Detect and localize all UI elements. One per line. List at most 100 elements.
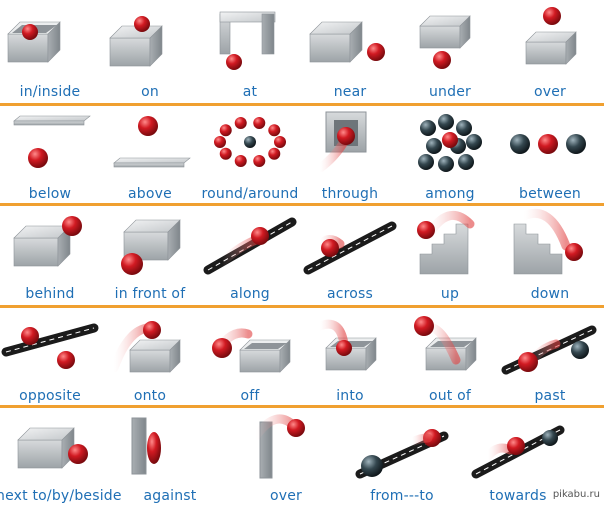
illustration — [355, 429, 449, 479]
preposition-card: behind — [0, 206, 100, 304]
red-ball-icon — [414, 316, 434, 336]
illustration — [303, 221, 397, 275]
preposition-label: round/around — [201, 186, 299, 202]
preposition-card: up — [400, 206, 500, 304]
preposition-card: on — [100, 4, 200, 102]
wall-icon — [131, 417, 147, 475]
preposition-label: off — [240, 388, 260, 404]
preposition-card: across — [300, 206, 400, 304]
road-icon — [303, 221, 397, 275]
red-ball-icon — [62, 216, 82, 236]
preposition-card: round/around — [200, 106, 300, 204]
red-ball-icon — [214, 136, 226, 148]
red-ball-icon — [251, 227, 269, 245]
preposition-label: in/inside — [19, 84, 81, 100]
box-icon — [325, 337, 377, 371]
preposition-label: opposite — [19, 388, 81, 404]
preposition-label: against — [143, 488, 197, 504]
red-ball-icon — [234, 116, 247, 129]
illustration — [525, 7, 577, 65]
preposition-label: across — [326, 286, 374, 302]
preposition-label: into — [336, 388, 364, 404]
row-separator — [0, 405, 604, 408]
illustration — [219, 11, 276, 70]
preposition-card: under — [400, 4, 500, 102]
stairs-icon — [419, 223, 469, 275]
red-ball-icon — [268, 147, 281, 160]
row-separator — [0, 103, 604, 106]
watermark: pikabu.ru — [550, 489, 602, 500]
illustration — [251, 414, 305, 479]
dark-ball-icon — [244, 136, 256, 148]
preposition-card: off — [200, 308, 300, 406]
dark-ball-icon — [438, 114, 454, 130]
preposition-card: onto — [100, 308, 200, 406]
motion-trail-icon — [315, 137, 349, 173]
preposition-card: over — [236, 408, 336, 506]
preposition-card: at — [200, 4, 300, 102]
red-ball-icon — [57, 351, 75, 369]
red-ball-icon — [321, 239, 339, 257]
box-icon — [17, 427, 75, 469]
row-separator — [0, 203, 604, 206]
illustration — [109, 321, 181, 373]
red-ball-icon — [268, 124, 281, 137]
red-ball-icon — [253, 155, 266, 168]
row-separator — [0, 305, 604, 308]
red-ball-icon — [219, 124, 232, 137]
illustration — [109, 16, 163, 67]
motion-trail-icon — [519, 208, 571, 251]
preposition-label: down — [530, 286, 570, 302]
box-icon — [13, 225, 71, 267]
illustration — [315, 111, 367, 173]
red-ball-icon — [442, 132, 458, 148]
red-ball-icon — [253, 116, 266, 129]
red-ball-icon — [121, 253, 143, 275]
stairs-icon — [513, 223, 563, 275]
preposition-card: through — [300, 106, 400, 204]
preposition-card: near — [300, 4, 400, 102]
illustration — [113, 116, 191, 168]
red-ball-icon — [274, 136, 286, 148]
red-ball-icon — [147, 432, 161, 464]
illustration — [315, 319, 377, 371]
box-icon — [123, 219, 181, 261]
illustration — [414, 316, 477, 371]
preposition-label: under — [428, 84, 471, 100]
red-ball-icon — [507, 437, 525, 455]
preposition-label: over — [269, 488, 303, 504]
preposition-card: into — [300, 308, 400, 406]
box-icon — [525, 31, 577, 65]
preposition-card: in/inside — [0, 4, 100, 102]
preposition-label: on — [141, 84, 159, 100]
preposition-label: above — [128, 186, 172, 202]
preposition-label: onto — [133, 388, 167, 404]
dark-ball-icon — [466, 134, 482, 150]
preposition-card: towards — [468, 408, 568, 506]
preposition-card: among — [400, 106, 500, 204]
red-ball-icon — [565, 243, 583, 261]
preposition-label: at — [242, 84, 258, 100]
red-ball-icon — [433, 51, 451, 69]
red-ball-icon — [68, 444, 88, 464]
dark-ball-icon — [438, 156, 454, 172]
preposition-card: out of — [400, 308, 500, 406]
arch-icon — [219, 11, 276, 55]
preposition-label: past — [534, 388, 566, 404]
red-ball-icon — [367, 43, 385, 61]
illustration — [471, 425, 565, 479]
preposition-label: through — [321, 186, 379, 202]
dark-ball-icon — [571, 341, 589, 359]
red-ball-icon — [134, 16, 150, 32]
preposition-card: against — [120, 408, 220, 506]
box-icon — [109, 25, 163, 67]
red-ball-icon — [138, 116, 158, 136]
red-ball-icon — [219, 147, 232, 160]
illustration — [121, 219, 181, 275]
red-ball-icon — [143, 321, 161, 339]
dark-ball-icon — [418, 154, 434, 170]
red-ball-icon — [287, 419, 305, 437]
illustration — [131, 417, 161, 475]
illustration — [214, 116, 286, 168]
